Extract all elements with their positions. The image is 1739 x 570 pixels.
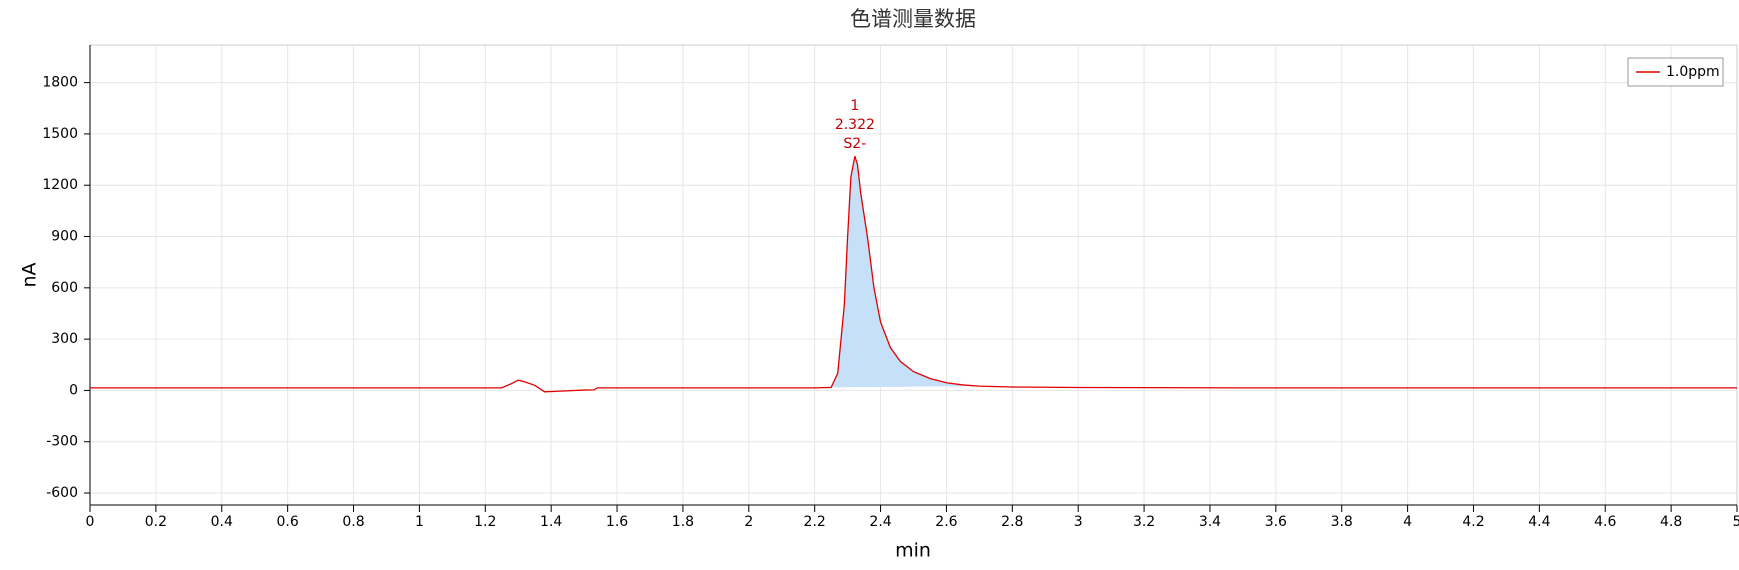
peak-label: 1: [850, 98, 859, 114]
legend-label: 1.0ppm: [1666, 64, 1720, 80]
x-tick-label: 4: [1403, 514, 1412, 530]
x-tick-label: 1: [415, 514, 424, 530]
x-tick-label: 5: [1733, 514, 1739, 530]
x-tick-label: 0.2: [145, 514, 167, 530]
x-tick-label: 1.2: [474, 514, 496, 530]
x-axis-label: min: [895, 540, 931, 562]
peak-label: 2.322: [835, 117, 875, 133]
x-tick-label: 0.8: [342, 514, 364, 530]
y-axis-label: nA: [19, 262, 41, 287]
y-tick-label: -600: [46, 485, 78, 501]
peak-label: S2-: [843, 136, 866, 152]
y-tick-label: 1500: [42, 126, 78, 142]
y-tick-label: -300: [46, 434, 78, 450]
y-tick-label: 0: [69, 382, 78, 398]
x-tick-label: 0.6: [277, 514, 299, 530]
x-tick-label: 3.6: [1265, 514, 1287, 530]
x-tick-label: 2.2: [804, 514, 826, 530]
x-tick-label: 2: [744, 514, 753, 530]
x-tick-label: 3.2: [1133, 514, 1155, 530]
x-tick-label: 0.4: [211, 514, 233, 530]
y-tick-label: 1200: [42, 177, 78, 193]
y-tick-label: 1800: [42, 75, 78, 91]
x-tick-label: 0: [86, 514, 95, 530]
x-tick-label: 4.4: [1528, 514, 1550, 530]
y-tick-label: 300: [51, 331, 78, 347]
x-tick-label: 3: [1074, 514, 1083, 530]
x-tick-label: 4.6: [1594, 514, 1616, 530]
x-tick-label: 3.4: [1199, 514, 1221, 530]
x-tick-label: 2.4: [869, 514, 891, 530]
x-tick-label: 2.8: [1001, 514, 1023, 530]
x-tick-label: 3.8: [1331, 514, 1353, 530]
x-tick-label: 2.6: [935, 514, 957, 530]
x-tick-label: 1.4: [540, 514, 562, 530]
y-tick-label: 600: [51, 280, 78, 296]
x-tick-label: 4.2: [1462, 514, 1484, 530]
y-tick-label: 900: [51, 229, 78, 245]
x-tick-label: 1.8: [672, 514, 694, 530]
series-line: [90, 155, 1737, 393]
x-tick-label: 4.8: [1660, 514, 1682, 530]
peak-area: [831, 156, 980, 388]
chart-title: 色谱测量数据: [850, 7, 976, 31]
x-tick-label: 1.6: [606, 514, 628, 530]
